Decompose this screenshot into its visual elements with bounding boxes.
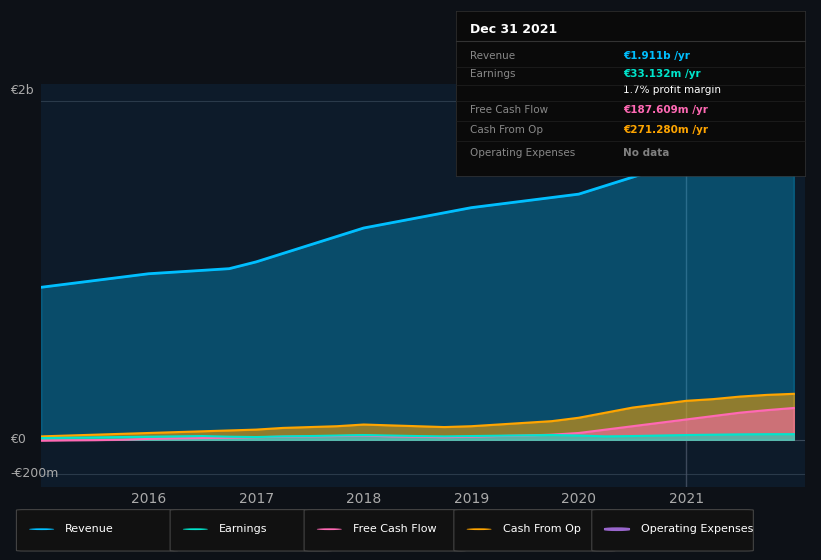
FancyBboxPatch shape xyxy=(454,510,616,551)
Text: No data: No data xyxy=(623,148,669,158)
Text: Operating Expenses: Operating Expenses xyxy=(470,148,575,158)
Text: €33.132m /yr: €33.132m /yr xyxy=(623,69,701,79)
Text: -€200m: -€200m xyxy=(11,467,59,480)
Text: Free Cash Flow: Free Cash Flow xyxy=(353,524,437,534)
Text: 1.7% profit margin: 1.7% profit margin xyxy=(623,86,721,96)
Circle shape xyxy=(183,528,208,530)
Text: Cash From Op: Cash From Op xyxy=(502,524,580,534)
Text: Cash From Op: Cash From Op xyxy=(470,125,543,135)
Text: Earnings: Earnings xyxy=(470,69,515,79)
Text: Operating Expenses: Operating Expenses xyxy=(640,524,753,534)
FancyBboxPatch shape xyxy=(304,510,466,551)
Circle shape xyxy=(466,528,492,530)
Circle shape xyxy=(29,528,54,530)
FancyBboxPatch shape xyxy=(592,510,754,551)
Text: €2b: €2b xyxy=(11,84,34,97)
FancyBboxPatch shape xyxy=(16,510,178,551)
Text: Dec 31 2021: Dec 31 2021 xyxy=(470,23,557,36)
Text: €187.609m /yr: €187.609m /yr xyxy=(623,105,708,115)
Text: Revenue: Revenue xyxy=(66,524,114,534)
FancyBboxPatch shape xyxy=(170,510,332,551)
Text: Revenue: Revenue xyxy=(470,51,515,61)
Text: €1.911b /yr: €1.911b /yr xyxy=(623,51,690,61)
Circle shape xyxy=(317,528,342,530)
Text: €0: €0 xyxy=(11,433,26,446)
Text: Earnings: Earnings xyxy=(219,524,268,534)
Text: €271.280m /yr: €271.280m /yr xyxy=(623,125,709,135)
Text: Free Cash Flow: Free Cash Flow xyxy=(470,105,548,115)
